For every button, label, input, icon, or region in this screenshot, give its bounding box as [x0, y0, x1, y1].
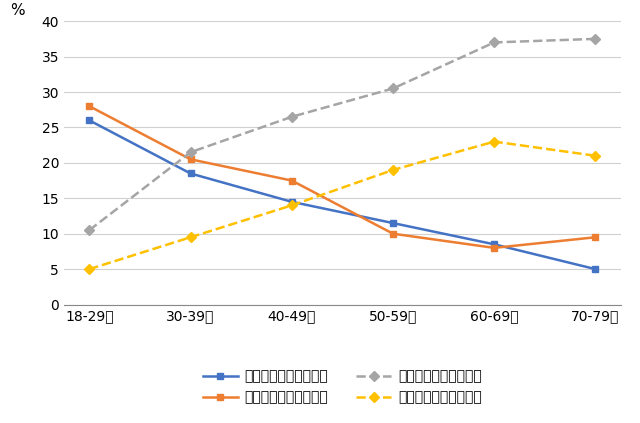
高リテラシー（男性）: [389, 86, 397, 91]
高リテラシー（男性）: [86, 228, 93, 233]
Line: 高リテラシー（男性）: 高リテラシー（男性）: [86, 36, 599, 233]
低リテラシー（女性）: [187, 157, 195, 162]
低リテラシー（女性）: [490, 245, 498, 250]
低リテラシー（男性）: [187, 171, 195, 176]
高リテラシー（男性）: [187, 150, 195, 155]
高リテラシー（男性）: [288, 114, 296, 119]
低リテラシー（男性）: [591, 266, 599, 272]
低リテラシー（男性）: [389, 220, 397, 225]
高リテラシー（女性）: [591, 153, 599, 158]
高リテラシー（女性）: [490, 139, 498, 144]
低リテラシー（男性）: [288, 199, 296, 204]
高リテラシー（女性）: [389, 168, 397, 173]
低リテラシー（女性）: [288, 178, 296, 183]
低リテラシー（女性）: [86, 104, 93, 109]
Legend: 低リテラシー（男性）, 低リテラシー（女性）, 高リテラシー（男性）, 高リテラシー（女性）: 低リテラシー（男性）, 低リテラシー（女性）, 高リテラシー（男性）, 高リテラ…: [196, 363, 489, 411]
高リテラシー（女性）: [288, 203, 296, 208]
低リテラシー（男性）: [490, 242, 498, 247]
低リテラシー（女性）: [389, 231, 397, 236]
低リテラシー（男性）: [86, 118, 93, 123]
Text: %: %: [10, 3, 25, 18]
低リテラシー（女性）: [591, 235, 599, 240]
高リテラシー（女性）: [187, 235, 195, 240]
Line: 低リテラシー（女性）: 低リテラシー（女性）: [86, 103, 599, 251]
高リテラシー（男性）: [490, 40, 498, 45]
高リテラシー（女性）: [86, 266, 93, 272]
Line: 高リテラシー（女性）: 高リテラシー（女性）: [86, 138, 599, 272]
Line: 低リテラシー（男性）: 低リテラシー（男性）: [86, 117, 599, 272]
高リテラシー（男性）: [591, 36, 599, 41]
